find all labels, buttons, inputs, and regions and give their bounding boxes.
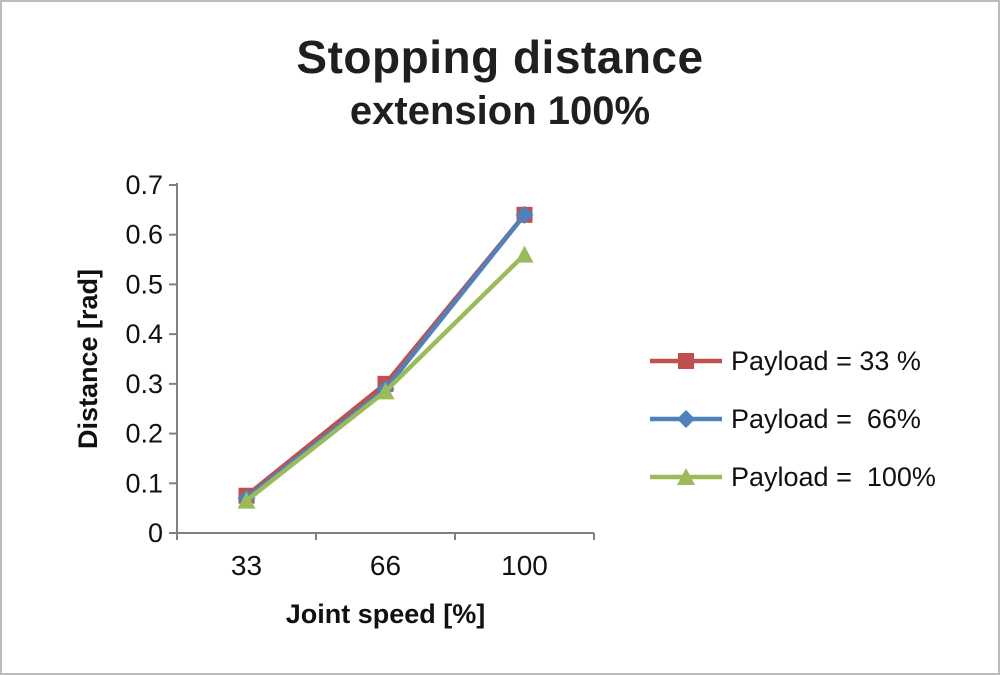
marker-triangle [515, 245, 534, 263]
x-tick-label: 100 [501, 550, 548, 581]
y-axis [169, 183, 178, 534]
legend-marker-triangle-icon [650, 468, 722, 485]
chart-title: Stopping distance extension 100% [2, 30, 998, 135]
y-tick-label: 0.6 [125, 220, 163, 250]
series-1 [238, 206, 533, 504]
legend-label: Payload = 100% [731, 461, 936, 492]
chart-title-line2: extension 100% [349, 89, 651, 134]
legend-item-payload-66: Payload = 66% [647, 390, 936, 448]
legend-item-payload-33: Payload = 33 % [647, 332, 936, 390]
legend-label: Payload = 33 % [731, 345, 921, 376]
series-line [244, 212, 527, 498]
x-tick-label: 33 [231, 550, 262, 581]
y-tick-label: 0.1 [125, 468, 163, 498]
y-tick-label: 0.7 [125, 170, 163, 200]
marker-diamond [515, 205, 534, 224]
legend-marker-diamond-icon [650, 410, 722, 428]
legend-label: Payload = 66% [731, 403, 921, 434]
y-tick-label: 0 [148, 518, 163, 548]
chart-legend: Payload = 33 % Payload = 66% Payload = 1… [647, 332, 936, 506]
y-tick-label: 0.4 [125, 319, 163, 349]
series-3 [237, 245, 534, 509]
series-2 [237, 205, 534, 508]
x-axis-title: Joint speed [%] [286, 599, 486, 629]
y-tick-label: 0.2 [125, 419, 163, 449]
marker-triangle [376, 382, 395, 400]
series-line [244, 212, 527, 501]
x-axis [176, 532, 595, 540]
marker-triangle [237, 491, 256, 509]
legend-marker-square-icon [650, 353, 722, 369]
y-tick-label: 0.5 [125, 269, 163, 299]
legend-item-payload-100: Payload = 100% [647, 448, 936, 506]
y-axis-title: Distance [rad] [73, 269, 103, 449]
x-tick-label: 66 [370, 550, 401, 581]
y-tick-label: 0.3 [125, 369, 163, 399]
chart-title-line1: Stopping distance [296, 31, 704, 83]
